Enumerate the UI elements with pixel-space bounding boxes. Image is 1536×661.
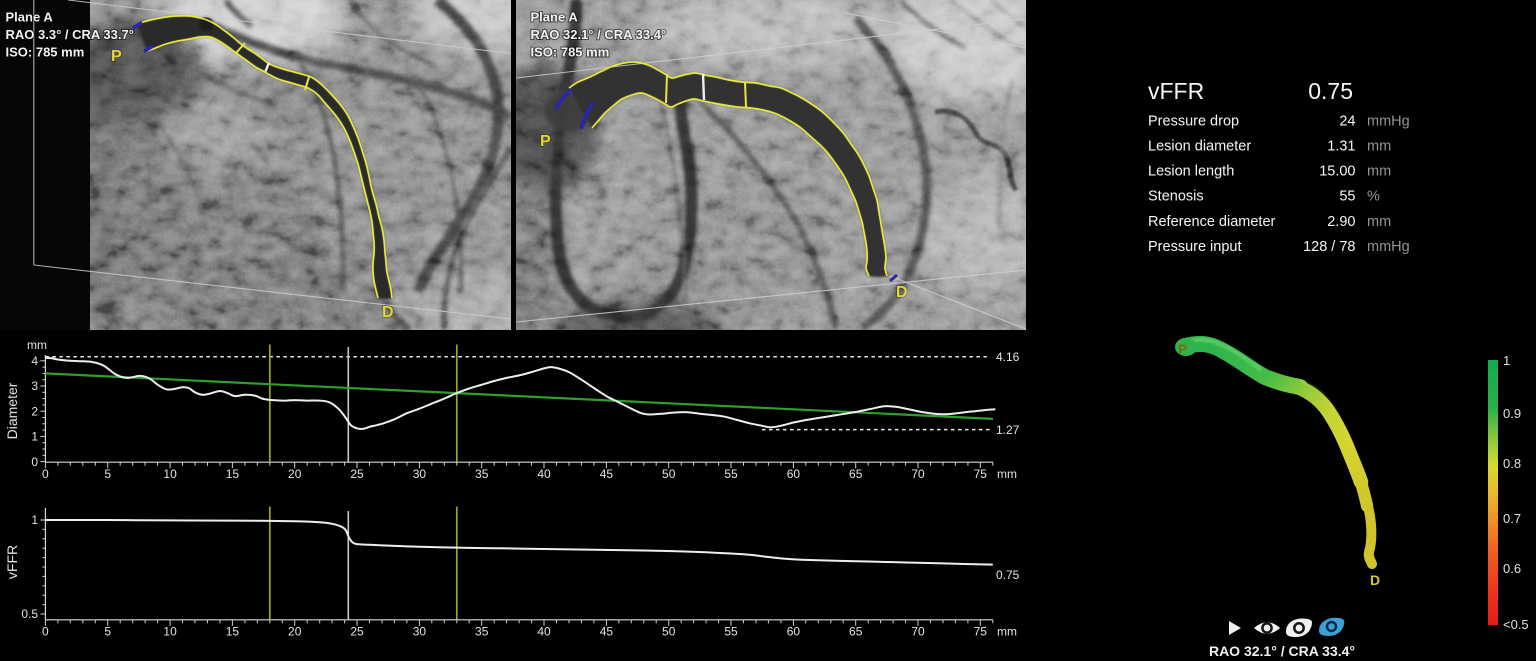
svg-text:mm: mm [1367,214,1391,230]
svg-text:3: 3 [31,379,38,393]
svg-text:15: 15 [226,625,240,639]
svg-text:15: 15 [226,467,240,481]
svg-text:0.75: 0.75 [996,568,1020,582]
svg-text:75: 75 [974,625,988,639]
svg-text:Diameter: Diameter [4,382,20,439]
svg-text:P: P [111,48,122,65]
svg-text:40: 40 [537,625,551,639]
svg-text:mm: mm [27,338,47,352]
svg-text:RAO 3.3° / CRA 33.7°: RAO 3.3° / CRA 33.7° [6,27,134,42]
svg-text:1: 1 [31,430,38,444]
svg-text:4: 4 [31,354,38,368]
svg-text:0: 0 [42,467,49,481]
svg-text:1: 1 [1503,353,1510,368]
svg-text:Reference diameter: Reference diameter [1148,214,1276,230]
svg-text:4.16: 4.16 [996,350,1020,364]
svg-text:45: 45 [600,467,614,481]
svg-text:10: 10 [163,625,177,639]
svg-text:0.5: 0.5 [21,607,38,621]
svg-text:35: 35 [475,467,489,481]
svg-text:mm: mm [997,467,1017,481]
svg-text:65: 65 [849,467,863,481]
svg-text:%: % [1367,189,1380,205]
svg-text:vFFR: vFFR [1148,78,1204,104]
svg-text:25: 25 [350,467,364,481]
svg-text:30: 30 [413,625,427,639]
svg-text:50: 50 [662,625,676,639]
svg-text:1.27: 1.27 [996,423,1020,437]
svg-text:0.9: 0.9 [1503,406,1521,421]
svg-text:5: 5 [104,625,111,639]
svg-text:mmHg: mmHg [1367,239,1410,255]
svg-text:50: 50 [662,467,676,481]
svg-text:D: D [896,284,908,301]
svg-text:<0.5: <0.5 [1503,617,1529,632]
svg-text:10: 10 [163,467,177,481]
svg-text:35: 35 [475,625,489,639]
svg-text:60: 60 [787,467,801,481]
svg-text:5: 5 [104,467,111,481]
svg-text:vFFR: vFFR [4,545,20,579]
svg-text:RAO 32.1° / CRA 33.4°: RAO 32.1° / CRA 33.4° [1209,643,1355,659]
svg-text:55: 55 [1339,189,1355,205]
svg-text:RAO 32.1° / CRA 33.4°: RAO 32.1° / CRA 33.4° [531,27,667,42]
svg-text:25: 25 [350,625,364,639]
svg-text:40: 40 [537,467,551,481]
svg-text:2: 2 [31,404,38,418]
svg-text:Pressure drop: Pressure drop [1148,113,1239,129]
svg-text:0.8: 0.8 [1503,456,1521,471]
svg-text:0: 0 [31,455,38,469]
svg-text:75: 75 [974,467,988,481]
svg-text:D: D [382,304,394,321]
svg-text:mmHg: mmHg [1367,113,1410,129]
svg-text:0.7: 0.7 [1503,511,1521,526]
svg-text:1: 1 [31,513,38,527]
svg-text:Lesion length: Lesion length [1148,164,1234,180]
svg-text:Stenosis: Stenosis [1148,189,1204,205]
svg-text:0.6: 0.6 [1503,561,1521,576]
svg-text:55: 55 [724,625,738,639]
svg-text:70: 70 [911,625,925,639]
svg-text:0.75: 0.75 [1308,78,1353,104]
svg-text:15.00: 15.00 [1319,164,1355,180]
svg-text:30: 30 [413,467,427,481]
svg-text:D: D [1370,572,1380,588]
svg-text:65: 65 [849,625,863,639]
svg-text:45: 45 [600,625,614,639]
svg-text:60: 60 [787,625,801,639]
svg-text:mm: mm [997,625,1017,639]
svg-text:mm: mm [1367,139,1391,155]
svg-text:P: P [1178,341,1187,357]
svg-text:20: 20 [288,467,302,481]
svg-text:ISO: 785 mm: ISO: 785 mm [531,45,610,60]
svg-text:Plane A: Plane A [6,10,54,25]
svg-text:0: 0 [42,625,49,639]
svg-text:Lesion diameter: Lesion diameter [1148,139,1251,155]
svg-text:2.90: 2.90 [1327,214,1355,230]
svg-text:70: 70 [911,467,925,481]
svg-text:20: 20 [288,625,302,639]
svg-text:P: P [540,133,551,150]
svg-text:Plane A: Plane A [531,10,579,25]
svg-text:ISO: 785 mm: ISO: 785 mm [6,45,85,60]
svg-text:128 / 78: 128 / 78 [1303,239,1355,255]
svg-text:55: 55 [724,467,738,481]
svg-text:mm: mm [1367,164,1391,180]
svg-text:24: 24 [1339,113,1355,129]
svg-text:1.31: 1.31 [1327,139,1355,155]
svg-text:Pressure input: Pressure input [1148,239,1242,255]
